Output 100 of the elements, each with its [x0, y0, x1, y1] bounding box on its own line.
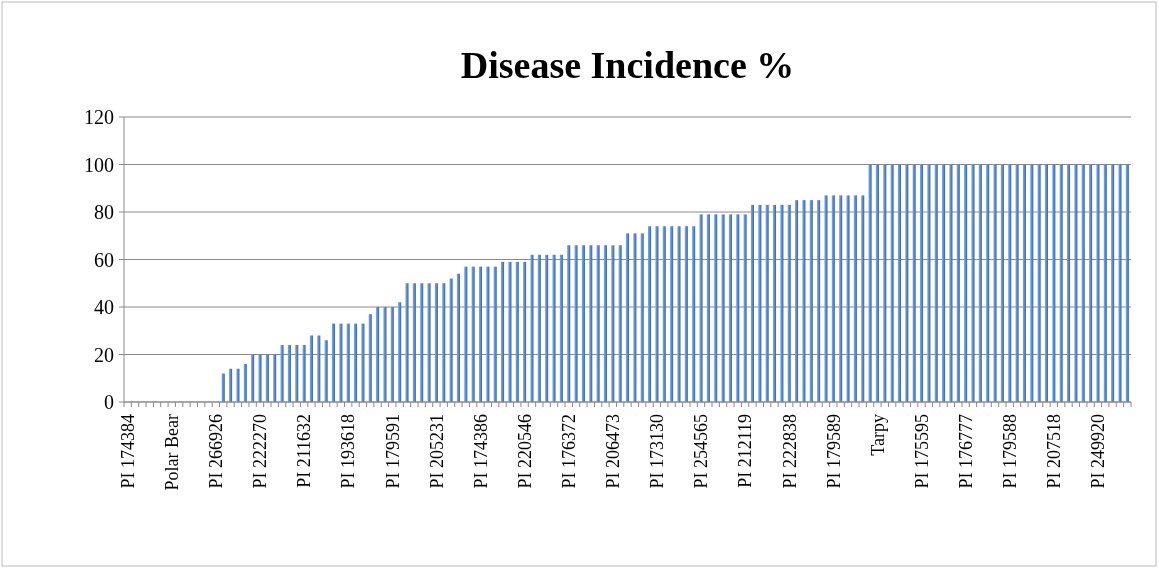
bar [934, 164, 938, 402]
bar [405, 283, 409, 402]
bar [383, 307, 387, 402]
y-tick-label: 40 [94, 296, 114, 318]
bar [640, 233, 644, 402]
bar [1103, 164, 1107, 402]
bar [978, 164, 982, 402]
y-tick-label: 80 [94, 201, 114, 223]
x-tick-label: PI 174386 [470, 414, 491, 489]
bar [839, 195, 843, 402]
bar [265, 354, 269, 402]
x-tick-label: Polar Bear [162, 414, 183, 491]
bar [478, 266, 483, 402]
bar [412, 283, 416, 402]
bar [545, 254, 549, 402]
bar [1089, 164, 1093, 402]
bar [787, 204, 791, 402]
bar [420, 283, 424, 402]
bar [1015, 164, 1019, 402]
bar [875, 164, 879, 402]
bar [251, 354, 255, 402]
bar [1030, 164, 1034, 402]
bar [339, 323, 343, 402]
bar [817, 200, 821, 402]
y-tick-label: 0 [104, 391, 114, 413]
bar [574, 245, 578, 402]
bar [464, 266, 468, 402]
bar [861, 195, 865, 402]
bar [361, 323, 365, 402]
bar [905, 164, 909, 402]
bar [728, 214, 732, 402]
bar [603, 245, 607, 402]
bar [346, 323, 350, 402]
bar [897, 164, 902, 402]
bar [515, 261, 519, 402]
bar [1037, 164, 1041, 402]
bar [493, 266, 497, 402]
bar [456, 273, 460, 402]
bar [1052, 164, 1056, 402]
bar [243, 364, 247, 402]
bar [442, 283, 446, 402]
bar [324, 340, 328, 402]
bar [317, 335, 321, 402]
bar [677, 226, 681, 402]
bar [927, 164, 931, 402]
bar [1074, 164, 1078, 402]
bar [309, 335, 313, 402]
bar [589, 245, 593, 402]
x-tick-label: PI 176372 [559, 414, 579, 489]
bar [919, 164, 924, 402]
x-tick-label: PI 193618 [338, 414, 359, 489]
bar [508, 261, 512, 402]
bar [942, 164, 946, 402]
bar [670, 226, 674, 402]
x-tick-label: PI 211632 [294, 414, 315, 488]
bar [258, 354, 262, 402]
bar [1008, 164, 1012, 402]
bar [750, 204, 754, 402]
bar [1066, 164, 1071, 402]
bar [501, 261, 505, 402]
bar [236, 368, 240, 402]
y-tick-label: 100 [84, 153, 114, 176]
x-tick-label: PI 176777 [955, 414, 976, 489]
chart-title: Disease Incidence % [460, 44, 795, 86]
bar [471, 266, 475, 402]
x-tick-label: PI 212119 [735, 414, 756, 488]
bar [758, 204, 762, 402]
x-tick-label: PI 222270 [250, 414, 271, 489]
bar [890, 164, 894, 402]
bar [537, 254, 541, 402]
bar [530, 254, 534, 402]
x-tick-label: Tarpy [867, 414, 888, 456]
bar [853, 195, 857, 402]
bar [434, 283, 438, 402]
bar [398, 302, 402, 402]
bar [1096, 164, 1100, 402]
bar [1111, 164, 1115, 402]
bar [427, 283, 431, 402]
bar [824, 195, 828, 402]
bar [912, 164, 916, 402]
bar [971, 164, 975, 402]
bar [684, 226, 688, 402]
bar [1000, 164, 1004, 402]
bar [780, 204, 784, 402]
bar [221, 373, 225, 402]
bar [390, 307, 394, 402]
bar [1044, 164, 1049, 402]
bar [368, 314, 372, 402]
bar [552, 254, 556, 402]
bar [567, 245, 571, 402]
bar [1125, 164, 1129, 402]
x-tick-label: PI 205231 [426, 414, 447, 489]
bar [618, 245, 622, 402]
x-tick-label: PI 173130 [647, 414, 668, 489]
bar [295, 345, 299, 402]
bar [523, 261, 527, 402]
bar [449, 278, 453, 402]
bar [986, 164, 990, 402]
bar [280, 345, 284, 402]
bar [802, 200, 806, 402]
